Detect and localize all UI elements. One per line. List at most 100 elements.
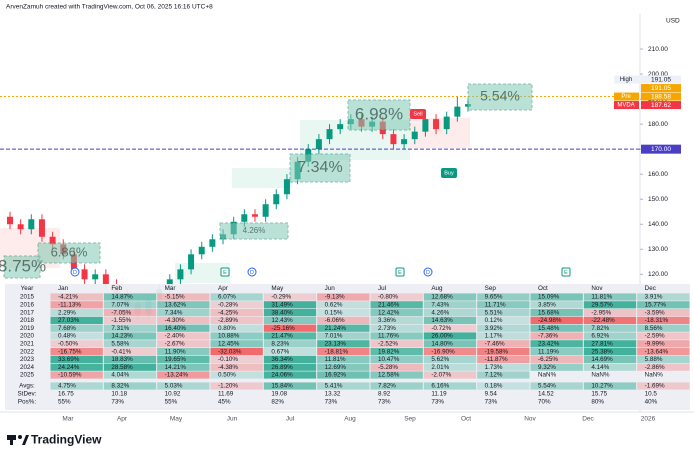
candle-body	[251, 214, 258, 217]
table-cell: 6.92%	[591, 333, 609, 340]
table-cell-bg	[530, 316, 583, 324]
table-summary-cell: 80%	[591, 398, 604, 405]
event-icon	[395, 267, 405, 277]
table-cell: 7.34%	[165, 309, 183, 316]
table-cell: -2.95%	[591, 309, 611, 316]
table-cell-bg	[210, 332, 263, 340]
table-cell-bg	[423, 309, 477, 317]
table-cell-bg	[637, 348, 690, 356]
table-cell-bg	[157, 348, 210, 356]
candle-body	[401, 139, 408, 145]
table-cell: 29.57%	[591, 301, 613, 308]
table-cell-bg	[50, 340, 103, 348]
table-cell-bg	[103, 371, 157, 379]
table-summary-cell: 10.27%	[591, 383, 613, 390]
table-cell: 3.36%	[378, 317, 396, 324]
table-cell: 31.49%	[271, 301, 293, 308]
table-cell: -7.05%	[111, 309, 131, 316]
table-cell: 7.01%	[325, 333, 343, 340]
table-cell: 15.48%	[538, 325, 560, 332]
event-icon	[423, 267, 433, 277]
table-cell-bg	[370, 293, 423, 301]
table-cell-bg	[103, 340, 157, 348]
table-cell: 2024	[20, 364, 35, 371]
table-cell: -2.07%	[431, 372, 451, 379]
table-cell: 9.65%	[485, 294, 503, 301]
table-cell-bg	[370, 324, 423, 332]
annotation-label: 6.86%	[51, 244, 88, 259]
y-tick-label: 200.00	[648, 71, 668, 78]
table-cell-bg	[50, 371, 103, 379]
candle-body	[273, 194, 280, 205]
table-cell: 2.29%	[58, 309, 76, 316]
table-cell: 26.00%	[431, 333, 453, 340]
table-cell: -9.13%	[325, 294, 345, 301]
table-cell: 15.68%	[538, 309, 560, 316]
table-cell: -7.36%	[538, 333, 558, 340]
table-cell: 7.12%	[485, 372, 503, 379]
table-cell-bg	[210, 293, 263, 301]
candle-body	[443, 116, 450, 130]
table-cell: 0.50%	[218, 372, 236, 379]
table-cell-bg	[263, 348, 317, 356]
table-cell: -7.46%	[485, 340, 505, 347]
badge-value: 191.05	[651, 85, 671, 92]
table-cell-bg	[423, 301, 477, 309]
table-cell-bg	[103, 293, 157, 301]
table-cell: 3.92%	[485, 325, 503, 332]
table-cell-bg	[317, 340, 370, 348]
table-cell: 14.21%	[165, 364, 187, 371]
table-cell-bg	[583, 340, 637, 348]
table-summary-cell: 5.54%	[538, 383, 556, 390]
annotation-label: 6.98%	[355, 104, 403, 123]
table-summary-cell: 55%	[165, 398, 178, 405]
table-cell-bg	[423, 293, 477, 301]
y-tick-label: 140.00	[648, 221, 668, 228]
table-cell-bg	[637, 309, 690, 317]
table-cell-bg	[477, 382, 530, 390]
table-cell: 9.32%	[538, 364, 556, 371]
table-cell: -4.30%	[165, 317, 185, 324]
table-cell: 2021	[20, 340, 35, 347]
table-cell-bg	[477, 371, 530, 379]
table-cell-bg	[210, 355, 263, 363]
event-label: E	[398, 270, 402, 276]
candle-body	[38, 219, 45, 237]
table-cell-bg	[103, 316, 157, 324]
table-cell-bg	[50, 363, 103, 371]
badge-name: MVDA	[617, 103, 634, 109]
table-cell-bg	[477, 324, 530, 332]
table-summary-cell: 4.75%	[58, 383, 76, 390]
table-summary-cell: 73%	[378, 398, 391, 405]
time-label: May	[170, 416, 183, 423]
table-cell: -18.81%	[325, 348, 349, 355]
table-header: Nov	[591, 285, 603, 292]
candle-body	[188, 254, 195, 270]
table-cell: -5.28%	[378, 364, 398, 371]
table-cell: 19.65%	[165, 356, 187, 363]
table-cell-bg	[423, 355, 477, 363]
table-cell-bg	[103, 301, 157, 309]
table-cell: 6.07%	[218, 294, 236, 301]
table-cell-bg	[317, 348, 370, 356]
table-summary-cell: -1.69%	[645, 383, 665, 390]
table-cell: -6.06%	[325, 317, 345, 324]
level-badge	[641, 144, 681, 154]
signal-label: Buy	[444, 170, 454, 176]
event-label: D	[73, 270, 77, 276]
annotation-box	[3, 255, 41, 279]
table-cell-bg	[583, 293, 637, 301]
annotation-label: 8.75%	[0, 256, 46, 275]
footer-logo-text: TradingView	[31, 433, 102, 447]
time-label: Nov	[524, 416, 536, 423]
table-cell-bg	[157, 309, 210, 317]
table-cell: 15.09%	[538, 294, 560, 301]
table-summary-cell: 73%	[485, 398, 498, 405]
y-tick-label: 130.00	[648, 246, 668, 253]
table-cell-bg	[477, 316, 530, 324]
table-summary-cell: 73%	[431, 398, 444, 405]
table-cell: 38.40%	[271, 309, 293, 316]
table-summary-cell: 40%	[645, 398, 658, 405]
seasonality-table: Year Jan Feb Mar Apr May Jun Jul Aug Sep Oct Nov Dec…	[5, 284, 690, 410]
table-header: Aug	[431, 285, 443, 292]
